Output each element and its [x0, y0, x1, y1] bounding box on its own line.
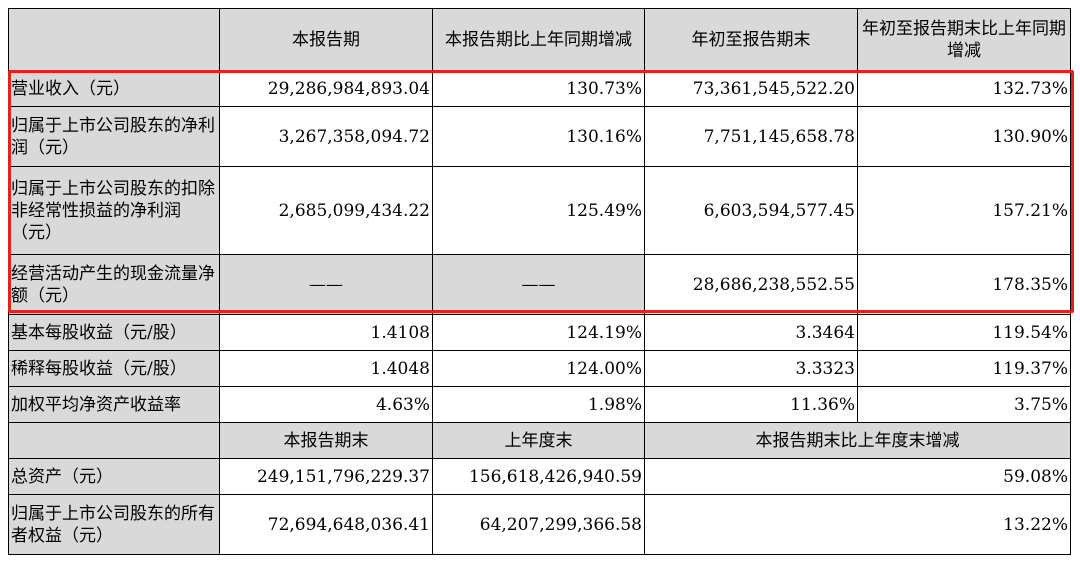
cell-value: 28,686,238,552.55 [644, 254, 858, 315]
row-label-operating-cash-flow: 经营活动产生的现金流量净额（元） [8, 254, 220, 315]
row-label-revenue: 营业收入（元） [8, 70, 220, 107]
cell-value: 2,685,099,434.22 [219, 166, 433, 255]
cell-value: 73,361,545,522.20 [644, 70, 858, 107]
header-period-end-change: 本报告期末比上年度末增减 [644, 422, 1071, 459]
header2-corner-cell [8, 422, 220, 459]
row-label-deducted-net-profit: 归属于上市公司股东的扣除非经常性损益的净利润（元） [8, 166, 220, 255]
header-period-end: 本报告期末 [219, 422, 433, 459]
table-row: 归属于上市公司股东的净利润（元） 3,267,358,094.72 130.16… [8, 106, 1071, 167]
row-label-basic-eps: 基本每股收益（元/股） [8, 314, 220, 351]
cell-value: 29,286,984,893.04 [219, 70, 433, 107]
cell-value: 6,603,594,577.45 [644, 166, 858, 255]
header-ytd-change: 年初至报告期末比上年同期增减 [857, 8, 1071, 71]
cell-value: 4.63% [219, 386, 433, 423]
cell-value: 59.08% [644, 458, 1071, 495]
cell-value: 3.3464 [644, 314, 858, 351]
row-label-net-profit: 归属于上市公司股东的净利润（元） [8, 106, 220, 167]
cell-value: 178.35% [857, 254, 1071, 315]
table-row: 总资产（元） 249,151,796,229.37 156,618,426,94… [8, 458, 1071, 495]
cell-value: 125.49% [432, 166, 645, 255]
row-label-total-assets: 总资产（元） [8, 458, 220, 495]
table-row: 营业收入（元） 29,286,984,893.04 130.73% 73,361… [8, 70, 1071, 107]
header-ytd: 年初至报告期末 [644, 8, 858, 71]
cell-value: 64,207,299,366.58 [432, 494, 645, 555]
cell-value: 3.75% [857, 386, 1071, 423]
cell-dash: —— [432, 254, 645, 315]
cell-value: 13.22% [644, 494, 1071, 555]
cell-value: 156,618,426,940.59 [432, 458, 645, 495]
cell-dash: —— [219, 254, 433, 315]
cell-value: 119.54% [857, 314, 1071, 351]
row-label-diluted-eps: 稀释每股收益（元/股） [8, 350, 220, 387]
header-prior-year-end: 上年度末 [432, 422, 645, 459]
header-corner-cell [8, 8, 220, 71]
cell-value: 130.73% [432, 70, 645, 107]
cell-value: 157.21% [857, 166, 1071, 255]
row-label-roe: 加权平均净资产收益率 [8, 386, 220, 423]
cell-value: 7,751,145,658.78 [644, 106, 858, 167]
cell-value: 130.90% [857, 106, 1071, 167]
cell-value: 132.73% [857, 70, 1071, 107]
financial-summary-table: 本报告期 本报告期比上年同期增减 年初至报告期末 年初至报告期末比上年同期增减 … [8, 8, 1071, 555]
table-row: 归属于上市公司股东的扣除非经常性损益的净利润（元） 2,685,099,434.… [8, 166, 1071, 255]
cell-value: 1.98% [432, 386, 645, 423]
table-row: 经营活动产生的现金流量净额（元） —— —— 28,686,238,552.55… [8, 254, 1071, 315]
cell-value: 249,151,796,229.37 [219, 458, 433, 495]
table-header-row-2: 本报告期末 上年度末 本报告期末比上年度末增减 [8, 422, 1071, 459]
table-row: 基本每股收益（元/股） 1.4108 124.19% 3.3464 119.54… [8, 314, 1071, 351]
cell-value: 119.37% [857, 350, 1071, 387]
header-current-period: 本报告期 [219, 8, 433, 71]
table-row: 加权平均净资产收益率 4.63% 1.98% 11.36% 3.75% [8, 386, 1071, 423]
cell-value: 3,267,358,094.72 [219, 106, 433, 167]
table-row: 稀释每股收益（元/股） 1.4048 124.00% 3.3323 119.37… [8, 350, 1071, 387]
cell-value: 130.16% [432, 106, 645, 167]
cell-value: 1.4108 [219, 314, 433, 351]
row-label-equity: 归属于上市公司股东的所有者权益（元） [8, 494, 220, 555]
table-header-row: 本报告期 本报告期比上年同期增减 年初至报告期末 年初至报告期末比上年同期增减 [8, 8, 1071, 71]
cell-value: 1.4048 [219, 350, 433, 387]
cell-value: 3.3323 [644, 350, 858, 387]
table-row: 归属于上市公司股东的所有者权益（元） 72,694,648,036.41 64,… [8, 494, 1071, 555]
cell-value: 124.19% [432, 314, 645, 351]
cell-value: 124.00% [432, 350, 645, 387]
header-current-period-change: 本报告期比上年同期增减 [432, 8, 645, 71]
cell-value: 72,694,648,036.41 [219, 494, 433, 555]
cell-value: 11.36% [644, 386, 858, 423]
